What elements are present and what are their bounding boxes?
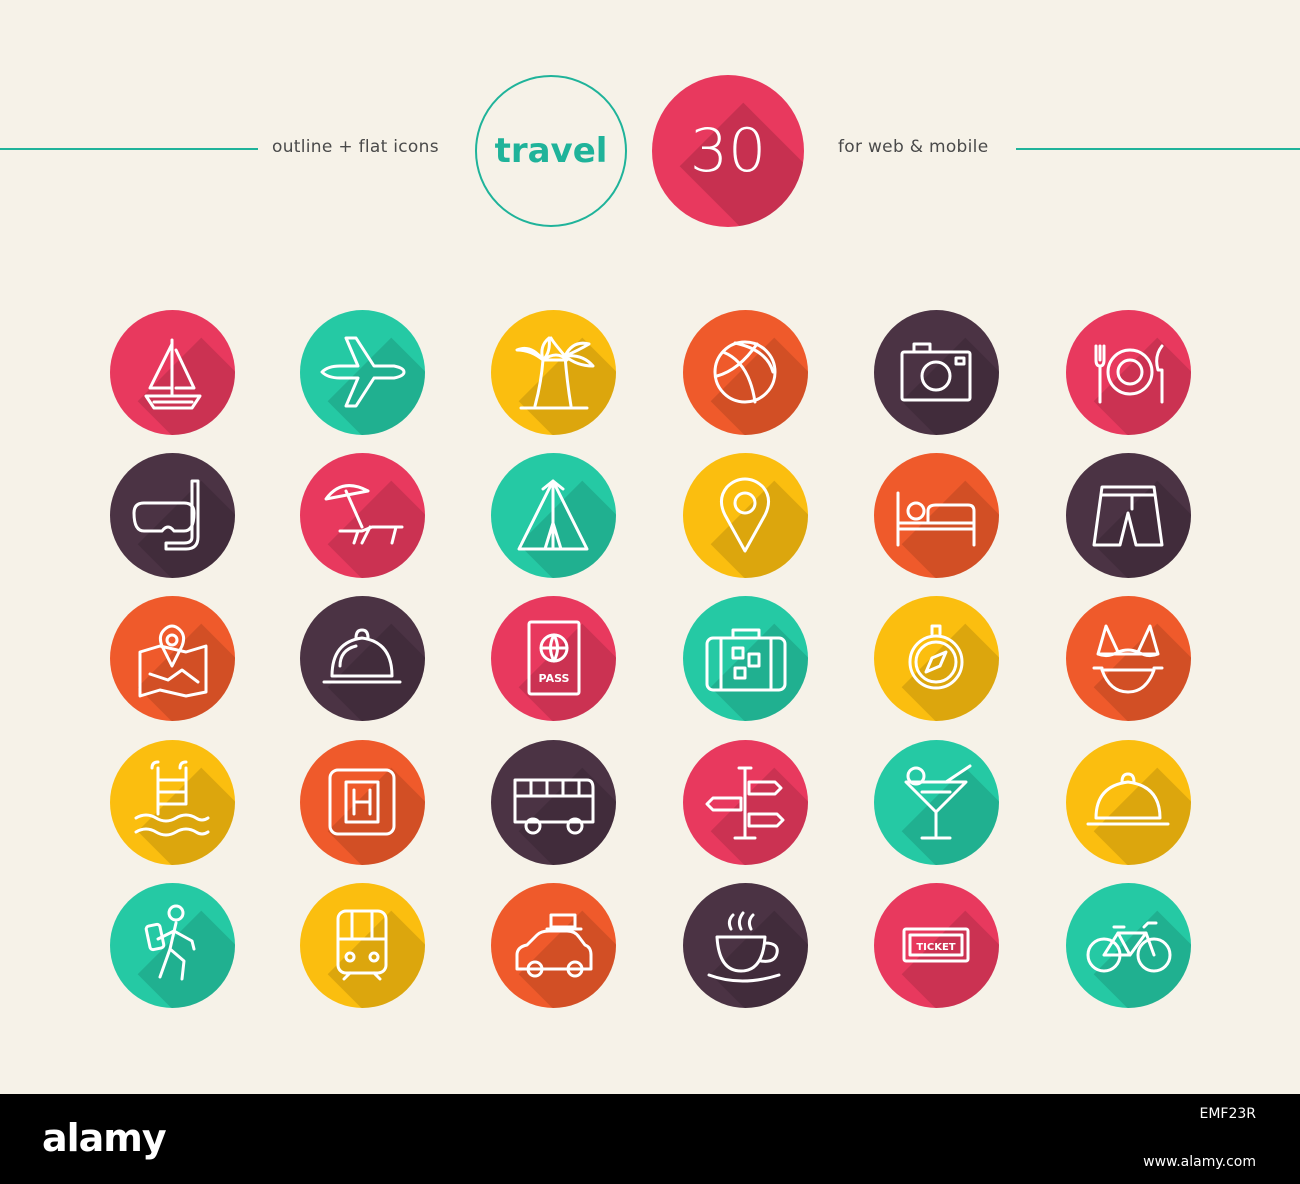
bikini-icon	[1092, 624, 1164, 694]
passport-icon: PASS	[527, 620, 581, 696]
compass-tile[interactable]	[874, 596, 999, 721]
airplane-icon	[320, 336, 406, 408]
dining-icon	[1094, 344, 1164, 404]
beach-chair-icon	[324, 484, 404, 545]
car-with-luggage-icon	[515, 913, 593, 978]
header-rule-right	[1016, 148, 1300, 150]
passport-tile[interactable]: PASS	[491, 596, 616, 721]
swim-shorts-tile[interactable]	[1066, 453, 1191, 578]
ticket-tile[interactable]: TICKET	[874, 883, 999, 1008]
beach-ball-icon	[713, 340, 777, 404]
signpost-icon	[705, 766, 785, 840]
swimming-pool-tile[interactable]	[110, 740, 235, 865]
car-with-luggage-tile[interactable]	[491, 883, 616, 1008]
map-pin-tile[interactable]	[110, 596, 235, 721]
swim-shorts-icon	[1092, 485, 1164, 547]
cocktail-tile[interactable]	[874, 740, 999, 865]
sailboat-tile[interactable]	[110, 310, 235, 435]
signpost-tile[interactable]	[683, 740, 808, 865]
svg-text:TICKET: TICKET	[916, 942, 955, 953]
hospital-sign-icon	[328, 768, 396, 836]
room-service-bell-icon	[322, 628, 402, 684]
ticket-icon: TICKET	[902, 927, 970, 963]
bus-tile[interactable]	[491, 740, 616, 865]
page-title: travel	[494, 131, 608, 171]
snorkel-mask-tile[interactable]	[110, 453, 235, 578]
camera-icon	[900, 342, 972, 402]
location-pin-tile[interactable]	[683, 453, 808, 578]
sailboat-icon	[144, 338, 202, 410]
count-badge: 30	[652, 75, 804, 227]
room-service-bell-tile[interactable]	[300, 596, 425, 721]
suitcase-icon	[705, 628, 787, 692]
icon-count: 30	[689, 116, 767, 186]
palm-trees-tile[interactable]	[491, 310, 616, 435]
footer-logo: alamy	[42, 1116, 167, 1160]
coffee-cup-tile[interactable]	[683, 883, 808, 1008]
train-icon	[336, 909, 388, 981]
bikini-tile[interactable]	[1066, 596, 1191, 721]
train-tile[interactable]	[300, 883, 425, 1008]
hospital-sign-tile[interactable]	[300, 740, 425, 865]
footer-url: www.alamy.com	[1143, 1154, 1256, 1170]
bicycle-icon	[1086, 921, 1172, 973]
title-badge: travel	[475, 75, 627, 227]
beach-chair-tile[interactable]	[300, 453, 425, 578]
tent-tile[interactable]	[491, 453, 616, 578]
swimming-pool-icon	[134, 760, 210, 837]
compass-icon	[908, 624, 964, 690]
svg-text:PASS: PASS	[539, 672, 570, 685]
tent-icon	[517, 479, 589, 551]
bicycle-tile[interactable]	[1066, 883, 1191, 1008]
map-pin-icon	[138, 624, 208, 698]
dining-tile[interactable]	[1066, 310, 1191, 435]
snorkel-mask-icon	[132, 479, 200, 551]
food-cloche-tile[interactable]	[1066, 740, 1191, 865]
subtitle-right: for web & mobile	[838, 137, 989, 157]
coffee-cup-icon	[707, 911, 781, 983]
palm-trees-icon	[515, 336, 595, 410]
footer-image-ref: EMF23R	[1199, 1106, 1256, 1122]
food-cloche-icon	[1086, 772, 1170, 826]
footer-bar: alamy EMF23R www.alamy.com	[0, 1094, 1300, 1184]
cocktail-icon	[904, 764, 972, 840]
hiker-icon	[144, 904, 196, 981]
subtitle-left: outline + flat icons	[272, 137, 439, 157]
suitcase-tile[interactable]	[683, 596, 808, 721]
camera-tile[interactable]	[874, 310, 999, 435]
location-pin-icon	[720, 477, 770, 553]
hiker-tile[interactable]	[110, 883, 235, 1008]
beach-ball-tile[interactable]	[683, 310, 808, 435]
hotel-bed-tile[interactable]	[874, 453, 999, 578]
airplane-tile[interactable]	[300, 310, 425, 435]
header-rule-left	[0, 148, 258, 150]
hotel-bed-icon	[896, 491, 976, 547]
bus-icon	[513, 778, 595, 835]
